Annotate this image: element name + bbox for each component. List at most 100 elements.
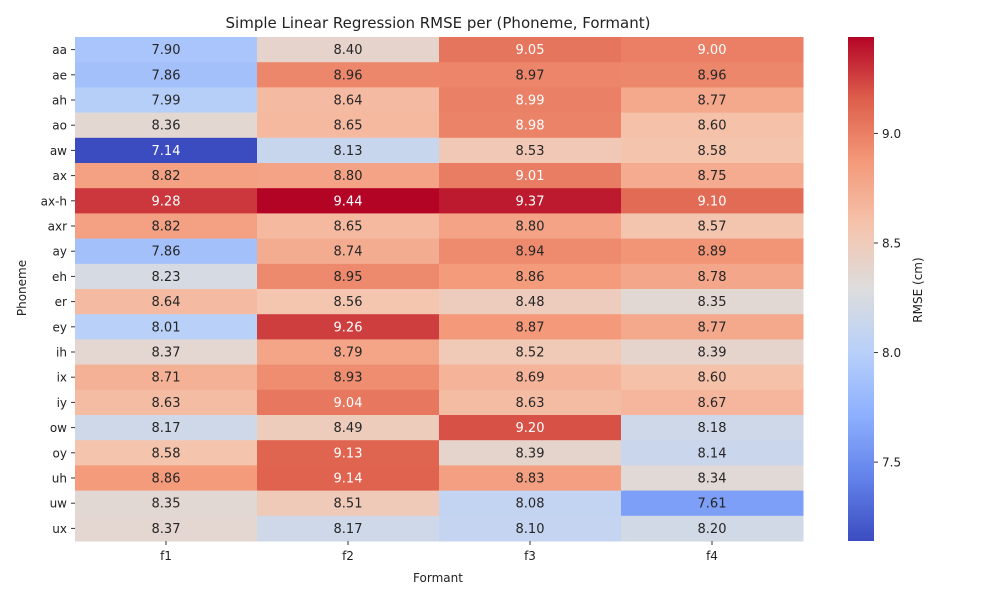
heatmap-cell (621, 188, 804, 214)
cell-value-label: 7.61 (698, 497, 727, 512)
heatmap-cell (257, 112, 440, 139)
y-axis-title: Phoneme (15, 260, 29, 316)
heatmap-cell (439, 263, 622, 290)
heatmap-cell (621, 440, 804, 466)
cell-value-label: 8.20 (698, 522, 727, 537)
y-tick-label: er (55, 295, 67, 309)
cell-value-label: 8.36 (152, 119, 181, 134)
y-tick-label: uw (50, 497, 68, 511)
heatmap-cell (257, 37, 440, 63)
cell-value-label: 8.37 (152, 522, 181, 537)
cell-value-label: 9.13 (334, 446, 363, 461)
heatmap-cell (75, 213, 258, 240)
heatmap-cell (439, 37, 622, 63)
heatmap-cell (621, 339, 804, 366)
heatmap-cell (257, 87, 440, 114)
heatmap-cell (75, 415, 258, 441)
y-tick-label: uh (52, 472, 67, 486)
cell-value-label: 8.39 (516, 446, 545, 461)
heatmap-cell (621, 263, 804, 290)
cell-value-label: 8.99 (516, 94, 545, 109)
cell-value-label: 8.71 (152, 371, 181, 386)
cell-value-label: 8.17 (334, 522, 363, 537)
cell-value-label: 8.96 (334, 68, 363, 83)
heatmap-cell (75, 440, 258, 466)
heatmap-cell (75, 389, 258, 416)
y-tick-label: ae (52, 68, 67, 82)
y-tick-label: ux (52, 522, 67, 536)
heatmap-cell (621, 314, 804, 340)
cell-value-label: 9.20 (516, 421, 545, 436)
cell-value-label: 8.34 (698, 472, 727, 487)
heatmap-cell (257, 415, 440, 441)
heatmap-cell (257, 440, 440, 466)
cell-value-label: 8.52 (516, 346, 545, 361)
cell-value-label: 9.01 (516, 169, 545, 184)
heatmap-cell (621, 490, 804, 517)
cell-value-label: 8.74 (334, 245, 363, 260)
cell-value-label: 8.63 (516, 396, 545, 411)
heatmap-cell (75, 137, 258, 164)
cell-value-label: 8.17 (152, 421, 181, 436)
heatmap-cell (75, 188, 258, 214)
heatmap-cell (439, 490, 622, 517)
y-axis: aa ae ah ao aw ax ax-h axr ay eh er ey ih ix iy ow oy uh u… (41, 43, 75, 536)
colorbar-gradient (848, 37, 874, 541)
colorbar-title: RMSE (cm) (911, 257, 925, 322)
heatmap-cell (439, 62, 622, 88)
cell-value-labels: 7.90 8.40 9.05 9.00 7.86 8.96 8.97 8.96 7.99 8.64… (152, 43, 727, 537)
heatmap-cell (75, 87, 258, 114)
cell-value-label: 8.51 (334, 497, 363, 512)
heatmap-cell (439, 515, 622, 542)
cell-value-label: 8.39 (698, 346, 727, 361)
heatmap-cell (75, 465, 258, 492)
y-tick-label: ih (56, 346, 67, 360)
cell-value-label: 8.64 (152, 295, 181, 310)
heatmap-cell (257, 163, 440, 189)
colorbar-ticks: 7.5 8.0 8.5 9.0 (874, 127, 901, 470)
cell-value-label: 9.44 (334, 194, 363, 209)
cell-value-label: 8.60 (698, 371, 727, 386)
cell-value-label: 7.99 (152, 94, 181, 109)
y-tick-label: aa (52, 43, 67, 57)
heatmap-cell (439, 87, 622, 114)
cell-value-label: 7.86 (152, 68, 181, 83)
cell-value-label: 8.60 (698, 119, 727, 134)
cell-value-label: 8.40 (334, 43, 363, 58)
cell-value-label: 9.26 (334, 320, 363, 335)
colorbar: 7.5 8.0 8.5 9.0 RMSE (cm) (848, 37, 925, 541)
cell-value-label: 9.10 (698, 194, 727, 209)
cell-value-label: 8.10 (516, 522, 545, 537)
cell-value-label: 8.37 (152, 346, 181, 361)
heatmap-cell (257, 188, 440, 214)
heatmap-cell (75, 314, 258, 340)
cell-value-label: 8.57 (698, 220, 727, 235)
cell-value-label: 9.04 (334, 396, 363, 411)
heatmap-cell (621, 37, 804, 63)
heatmap-cell (257, 465, 440, 492)
heatmap-cell (75, 263, 258, 290)
heatmap-cell (257, 490, 440, 517)
heatmap-cell (621, 238, 804, 265)
heatmap-cell (75, 289, 258, 315)
heatmap-cell (621, 465, 804, 492)
cell-value-label: 8.83 (516, 472, 545, 487)
cell-value-label: 8.65 (334, 119, 363, 134)
y-tick-label: ay (53, 245, 67, 259)
cell-value-label: 8.82 (152, 220, 181, 235)
cell-value-label: 8.80 (516, 220, 545, 235)
heatmap-cell (257, 62, 440, 88)
x-tick-label: f4 (706, 549, 718, 563)
cell-value-label: 8.86 (152, 472, 181, 487)
cell-value-label: 8.14 (698, 446, 727, 461)
cell-value-label: 8.48 (516, 295, 545, 310)
heatmap-cell (75, 238, 258, 265)
heatmap-cell (621, 62, 804, 88)
heatmap-cell (439, 389, 622, 416)
heatmap-cell (621, 112, 804, 139)
y-tick-label: ix (57, 371, 67, 385)
heatmap-cell (257, 238, 440, 265)
x-axis: f1 f2 f3 f4 (160, 541, 718, 563)
heatmap-cell (439, 440, 622, 466)
cell-value-label: 8.56 (334, 295, 363, 310)
